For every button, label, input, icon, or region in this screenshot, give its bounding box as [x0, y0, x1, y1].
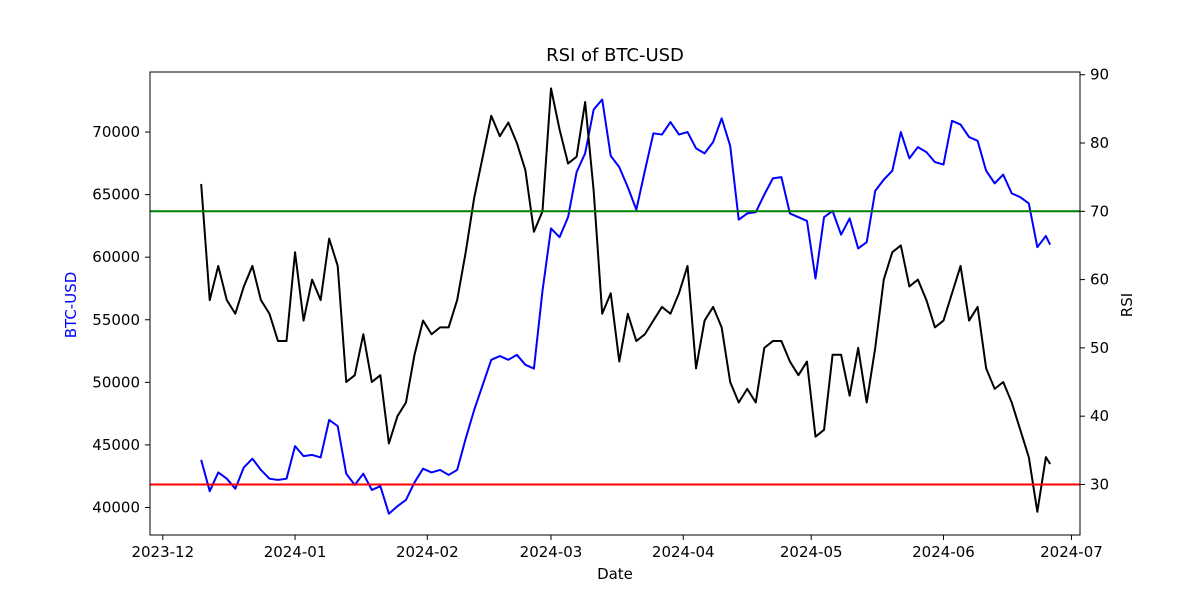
right-tick-label: 30 — [1090, 475, 1109, 493]
left-tick-label: 50000 — [92, 373, 140, 391]
right-tick-label: 40 — [1090, 407, 1109, 425]
left-tick-label: 45000 — [92, 436, 140, 454]
left-tick-label: 60000 — [92, 248, 140, 266]
plot-frame — [149, 71, 1081, 536]
left-tick-label: 55000 — [92, 311, 140, 329]
x-tick-label: 2024-06 — [912, 543, 975, 561]
x-tick-label: 2024-02 — [396, 543, 459, 561]
x-tick-label: 2024-03 — [520, 543, 583, 561]
right-tick-label: 70 — [1090, 202, 1109, 220]
x-tick-label: 2024-01 — [264, 543, 327, 561]
x-tick-label: 2024-05 — [780, 543, 843, 561]
rsi-series-line — [200, 87, 1051, 513]
x-tick-label: 2023-12 — [131, 543, 194, 561]
left-tick-label: 40000 — [92, 498, 140, 516]
right-axis-title: RSI — [1118, 293, 1136, 317]
right-tick-label: 50 — [1090, 339, 1109, 357]
x-tick-label: 2024-04 — [652, 543, 715, 561]
plot-area: 2023-12 2024-01 2024-02 2024-03 2024-04 2024-… — [92, 66, 1109, 561]
left-tick-label: 65000 — [92, 186, 140, 204]
left-axis-title: BTC-USD — [62, 272, 80, 339]
chart-title: RSI of BTC-USD — [546, 45, 684, 66]
x-axis-title: Date — [597, 565, 633, 583]
price-series-line — [200, 98, 1052, 515]
right-tick-label: 90 — [1090, 66, 1109, 84]
x-tick-label: 2024-07 — [1040, 543, 1103, 561]
right-tick-label: 80 — [1090, 134, 1109, 152]
right-tick-label: 60 — [1090, 271, 1109, 289]
left-tick-label: 70000 — [92, 123, 140, 141]
